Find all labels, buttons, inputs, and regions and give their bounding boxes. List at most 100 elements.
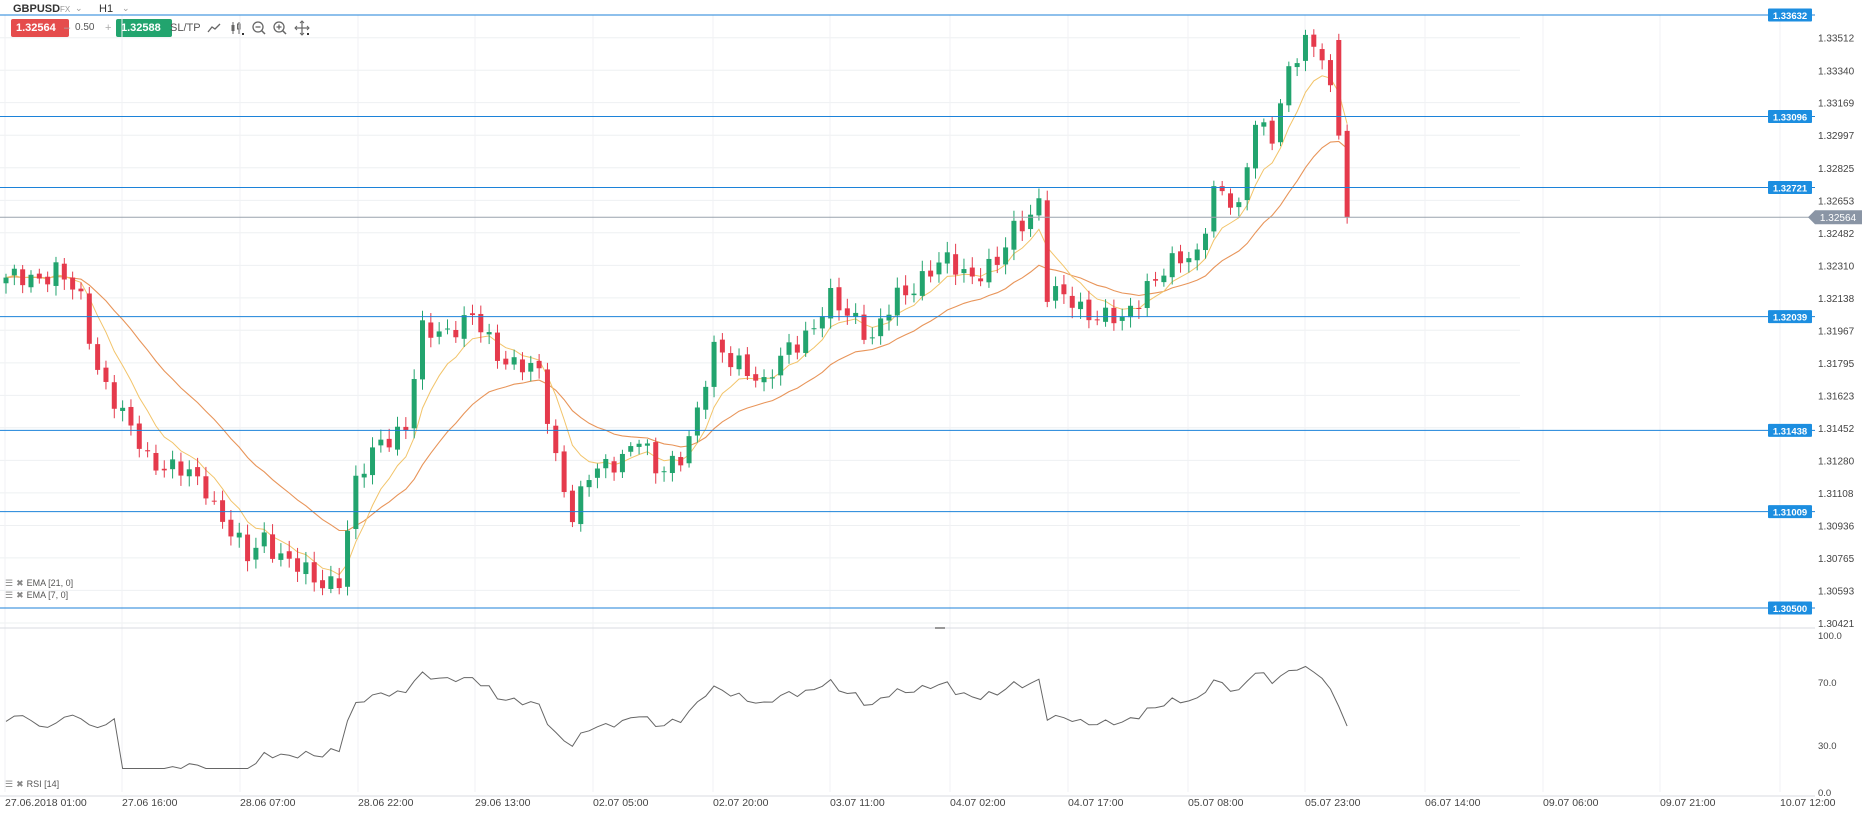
candle-down[interactable] [1069, 295, 1075, 308]
candle-up[interactable] [619, 453, 625, 473]
candle-down[interactable] [478, 313, 484, 333]
candle-down[interactable] [728, 353, 734, 368]
candle-down[interactable] [1153, 279, 1159, 281]
candle-down[interactable] [153, 452, 159, 471]
candle-up[interactable] [1053, 286, 1059, 301]
candle-up[interactable] [120, 407, 126, 411]
candle-down[interactable] [45, 276, 51, 285]
candle-up[interactable] [444, 328, 450, 330]
candle-down[interactable] [1219, 186, 1225, 192]
sell-button[interactable]: 1.32564 [11, 19, 69, 37]
candle-up[interactable] [328, 576, 334, 589]
candle-down[interactable] [861, 314, 867, 340]
candle-down[interactable] [86, 293, 92, 344]
candle-up[interactable] [919, 271, 925, 296]
candle-up[interactable] [1103, 307, 1109, 322]
candle-down[interactable] [195, 467, 201, 477]
candle-up[interactable] [778, 355, 784, 376]
candle-up[interactable] [1078, 301, 1084, 310]
candle-down[interactable] [553, 425, 559, 454]
candle-up[interactable] [1277, 103, 1283, 143]
candle-down[interactable] [844, 308, 850, 316]
candle-up[interactable] [669, 455, 675, 474]
candle-down[interactable] [719, 339, 725, 353]
candle-down[interactable] [103, 367, 109, 382]
candle-up[interactable] [378, 439, 384, 446]
candle-up[interactable] [170, 459, 176, 470]
menu-icon[interactable]: ☰ [5, 779, 14, 789]
candle-up[interactable] [370, 447, 376, 476]
candle-up[interactable] [1161, 275, 1167, 283]
candle-up[interactable] [486, 332, 492, 335]
candle-up[interactable] [869, 337, 875, 339]
candle-down[interactable] [320, 580, 326, 589]
candle-up[interactable] [278, 553, 284, 560]
candle-down[interactable] [336, 578, 342, 589]
level-price-tag[interactable] [1768, 423, 1812, 437]
candle-down[interactable] [611, 461, 617, 473]
close-icon[interactable]: ✖ [16, 590, 24, 600]
candle-down[interactable] [994, 256, 1000, 265]
candle-up[interactable] [1186, 258, 1192, 263]
candle-down[interactable] [1336, 39, 1342, 136]
candle-up[interactable] [986, 258, 992, 283]
candle-down[interactable] [220, 500, 226, 522]
candle-up[interactable] [761, 377, 767, 383]
candle-down[interactable] [653, 442, 659, 474]
lot-size-input[interactable]: 0.50 [75, 22, 95, 33]
candle-up[interactable] [636, 443, 642, 447]
candle-up[interactable] [361, 473, 367, 478]
candle-up[interactable] [594, 468, 600, 478]
candle-down[interactable] [111, 382, 117, 409]
level-price-tag[interactable] [1768, 180, 1812, 194]
candle-up[interactable] [236, 532, 242, 538]
candle-up[interactable] [786, 342, 792, 355]
candle-down[interactable] [1111, 307, 1117, 324]
candle-up[interactable] [420, 320, 425, 380]
candle-up[interactable] [1028, 214, 1034, 230]
candle-up[interactable] [886, 314, 892, 321]
candle-up[interactable] [53, 262, 59, 286]
candle-down[interactable] [145, 450, 151, 452]
candle-down[interactable] [953, 254, 959, 275]
timeframe-label[interactable]: H1 [99, 3, 114, 15]
candle-down[interactable] [1178, 251, 1184, 264]
candle-up[interactable] [1003, 247, 1009, 265]
candle-down[interactable] [678, 457, 684, 466]
candle-up[interactable] [1286, 66, 1292, 106]
candle-down[interactable] [203, 476, 209, 499]
candle-down[interactable] [969, 267, 975, 277]
candle-up[interactable] [936, 262, 942, 275]
level-price-tag[interactable] [1768, 109, 1812, 123]
crosshair-icon[interactable] [294, 20, 310, 36]
candle-up[interactable] [811, 328, 817, 330]
candle-down[interactable] [519, 359, 525, 373]
close-icon[interactable]: ✖ [16, 779, 24, 789]
candle-down[interactable] [386, 438, 392, 448]
candle-up[interactable] [578, 486, 584, 525]
zoom-in-icon[interactable] [272, 20, 288, 36]
candle-down[interactable] [1094, 319, 1100, 321]
candle-down[interactable] [95, 344, 101, 370]
candle-up[interactable] [711, 341, 717, 387]
candle-down[interactable] [295, 558, 301, 572]
candle-down[interactable] [128, 406, 134, 426]
candle-down[interactable] [1044, 200, 1050, 302]
candle-down[interactable] [1086, 299, 1092, 321]
candle-down[interactable] [1344, 130, 1350, 218]
candle-up[interactable] [345, 530, 351, 587]
candle-down[interactable] [311, 562, 317, 583]
candle-up[interactable] [436, 331, 442, 337]
candle-up[interactable] [261, 532, 267, 547]
candle-down[interactable] [270, 534, 276, 559]
candle-up[interactable] [911, 293, 917, 296]
candle-down[interactable] [928, 270, 934, 277]
candle-down[interactable] [744, 354, 750, 377]
lot-decrease-button[interactable]: – [64, 22, 71, 34]
candle-up[interactable] [686, 436, 692, 464]
level-price-tag[interactable] [1768, 310, 1812, 324]
candle-up[interactable] [11, 268, 17, 276]
candle-up[interactable] [461, 315, 467, 339]
candle-up[interactable] [661, 471, 667, 473]
